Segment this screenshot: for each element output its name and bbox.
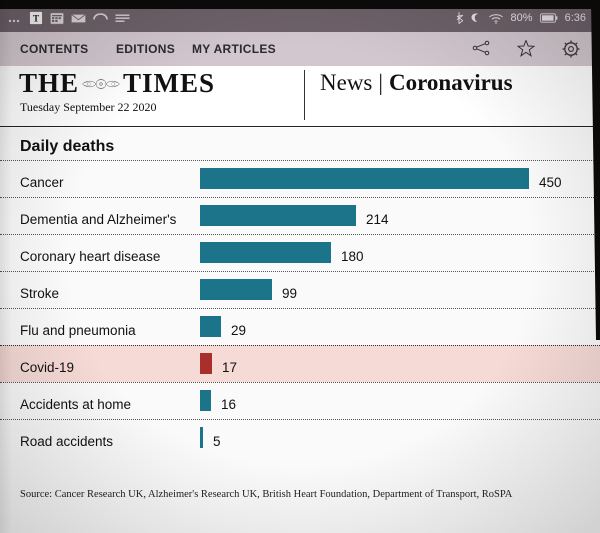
svg-text:T: T [33,15,40,25]
